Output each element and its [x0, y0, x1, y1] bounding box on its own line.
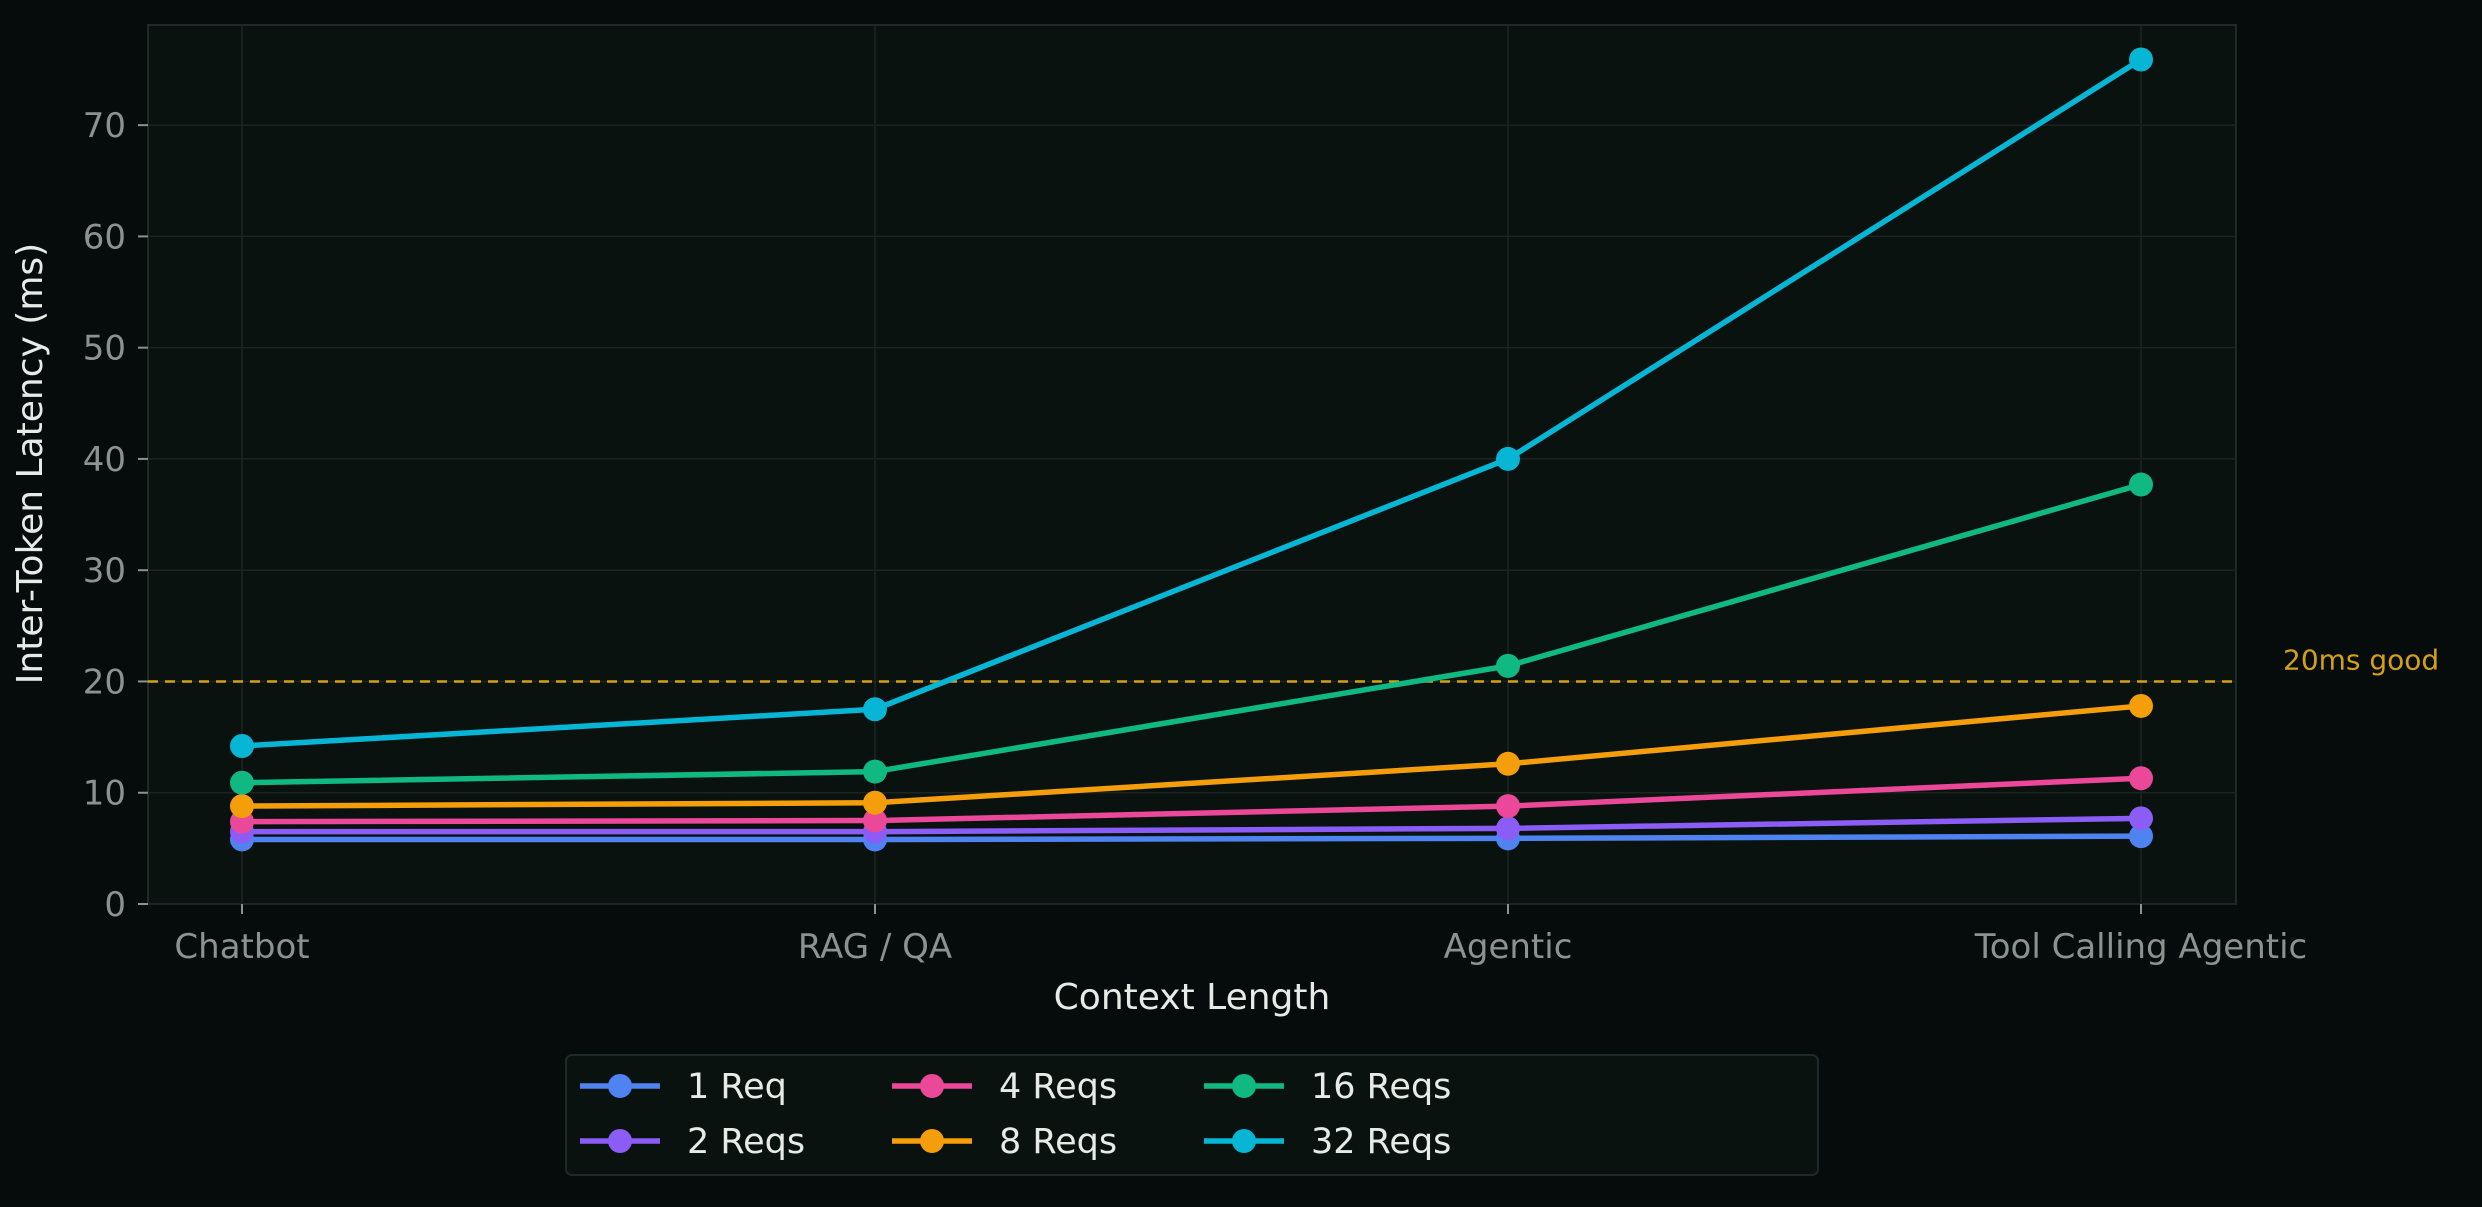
legend[interactable]: 1 Req 2 Reqs 4 Reqs 8 Reqs 16 Reqs 32 Reqs — [565, 1054, 1819, 1176]
series-line — [239, 815, 2144, 835]
data-point — [230, 770, 254, 795]
legend-label: 8 Reqs — [999, 1122, 1117, 1162]
series-8-reqs — [230, 693, 2153, 819]
legend-label: 4 Reqs — [999, 1067, 1117, 1107]
data-point — [1496, 446, 1520, 471]
legend-label: 1 Req — [687, 1067, 787, 1107]
series-line — [239, 481, 2144, 786]
legend-marker — [1232, 1129, 1256, 1153]
data-point — [1496, 816, 1520, 841]
series-lines — [230, 47, 2153, 852]
legend-item[interactable]: 2 Reqs — [580, 1122, 805, 1162]
y-tick-label: 50 — [83, 329, 126, 369]
legend-item[interactable]: 32 Reqs — [1204, 1122, 1451, 1162]
data-point — [1496, 794, 1520, 819]
y-tick-label: 40 — [83, 440, 126, 480]
series-32-reqs — [230, 47, 2153, 759]
legend-item[interactable]: 8 Reqs — [892, 1122, 1117, 1162]
data-point — [1496, 751, 1520, 776]
y-tick-label: 60 — [83, 217, 126, 257]
data-point — [2129, 806, 2153, 831]
y-axis-label: Inter-Token Latency (ms) — [10, 243, 51, 684]
x-tick-label: Tool Calling Agentic — [1974, 927, 2307, 967]
legend-item[interactable]: 1 Req — [580, 1067, 787, 1107]
data-point — [1496, 653, 1520, 678]
data-point — [863, 759, 887, 784]
series-line — [239, 833, 2144, 843]
series-16-reqs — [230, 472, 2153, 795]
legend-label: 16 Reqs — [1311, 1067, 1451, 1107]
threshold: 20ms good — [148, 643, 2439, 683]
plot-area — [147, 24, 2237, 905]
data-point — [2129, 693, 2153, 718]
x-tick-label: Agentic — [1444, 927, 1573, 967]
x-axis-label: Context Length — [1054, 977, 1331, 1018]
legend-label: 32 Reqs — [1311, 1122, 1451, 1162]
series-line — [239, 775, 2144, 825]
data-point — [230, 734, 254, 759]
y-tick-label: 30 — [83, 551, 126, 591]
series-line — [239, 56, 2144, 749]
legend-marker — [920, 1129, 944, 1153]
legend-box — [565, 1054, 1819, 1176]
data-point — [863, 808, 887, 833]
y-tick-label: 10 — [83, 774, 126, 814]
series-line — [239, 703, 2144, 809]
series-4-reqs — [230, 766, 2153, 834]
y-tick-label: 70 — [83, 106, 126, 146]
x-tick-label: Chatbot — [174, 927, 309, 967]
data-point — [863, 790, 887, 815]
axes: 0 10 20 30 40 50 60 70 Chatbot RAG / QA Agentic Too… — [83, 106, 2308, 967]
x-tick-label: RAG / QA — [798, 927, 952, 967]
data-point — [2129, 766, 2153, 791]
y-tick-label: 20 — [83, 662, 126, 702]
threshold-label: 20ms good — [2283, 643, 2439, 676]
y-tick-label: 0 — [104, 885, 126, 925]
legend-label: 2 Reqs — [687, 1122, 805, 1162]
data-point — [2129, 472, 2153, 497]
legend-item[interactable]: 16 Reqs — [1204, 1067, 1451, 1107]
legend-item[interactable]: 4 Reqs — [892, 1067, 1117, 1107]
legend-marker — [920, 1074, 944, 1098]
data-point — [2129, 47, 2153, 72]
legend-marker — [1232, 1074, 1256, 1098]
data-point — [230, 794, 254, 819]
legend-marker — [608, 1129, 632, 1153]
data-point — [863, 697, 887, 722]
data-point — [2129, 824, 2153, 849]
legend-marker — [608, 1074, 632, 1098]
